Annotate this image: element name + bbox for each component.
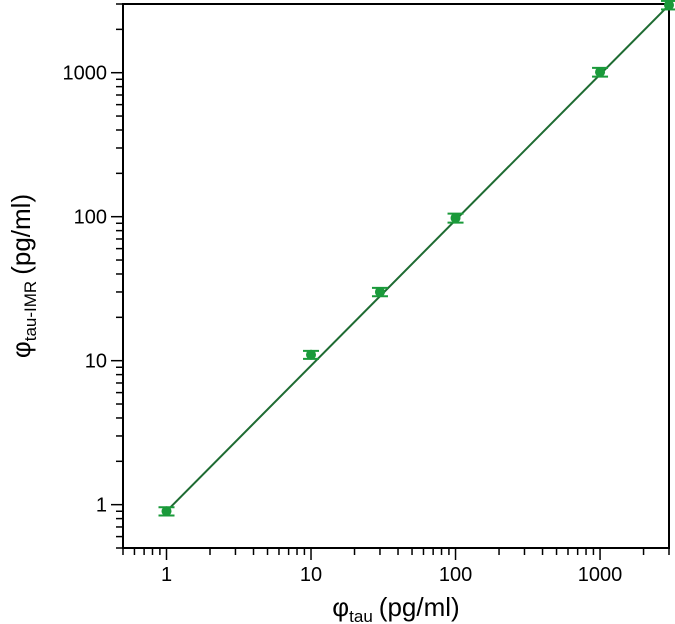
y-tick-label: 100	[74, 207, 107, 229]
y-tick-label: 10	[85, 351, 107, 373]
data-point	[595, 67, 606, 78]
fit-line-group	[165, 4, 670, 512]
data-point	[664, 0, 674, 11]
plot-frame	[122, 3, 670, 549]
data-point	[161, 506, 172, 517]
data-points	[158, 0, 675, 517]
x-axis-tick-labels: 1 10 100 1000	[161, 564, 622, 586]
x-tick-label: 10	[300, 564, 322, 586]
x-tick-label: 100	[439, 564, 472, 586]
data-point	[306, 349, 317, 360]
data-point	[450, 212, 461, 223]
y-axis-ticks	[111, 3, 123, 549]
x-tick-label: 1000	[578, 564, 623, 586]
fit-line	[165, 4, 670, 512]
y-axis-title: φtau-IMR(pg/ml)	[6, 194, 40, 358]
x-axis-ticks	[122, 548, 670, 560]
x-tick-label: 1	[161, 564, 172, 586]
x-axis-title: φtau (pg/ml)	[332, 592, 459, 624]
y-axis-tick-labels: 1 10 100 1000	[63, 63, 108, 517]
y-tick-label: 1	[96, 495, 107, 517]
data-point	[374, 286, 385, 297]
y-tick-label: 1000	[63, 63, 108, 85]
